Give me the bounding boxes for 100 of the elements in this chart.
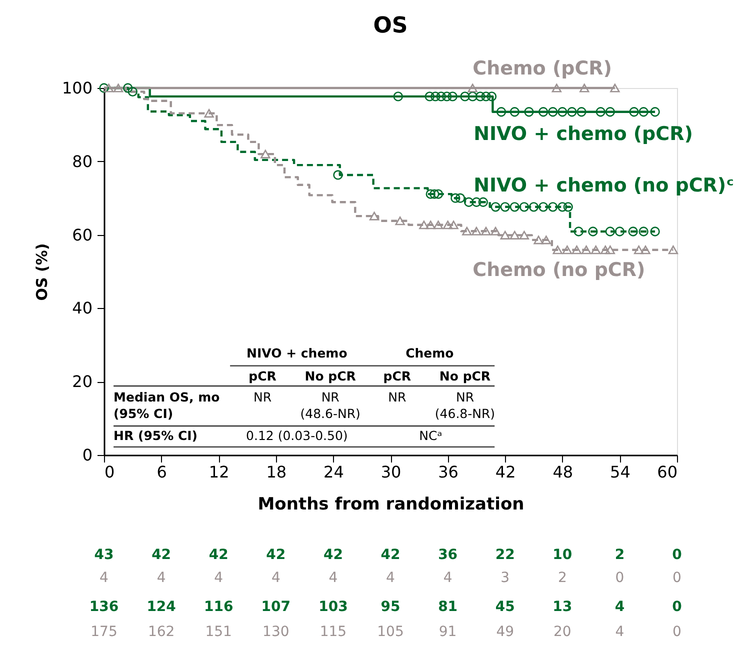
y-tick-label: 20 [72, 372, 92, 392]
text: 175 162 151 130 115 105 91 49 20 4 0 [90, 624, 682, 640]
point [426, 220, 436, 230]
point [448, 92, 458, 102]
point [123, 83, 133, 93]
point [600, 246, 610, 254]
annotation: No pCR [439, 368, 491, 384]
point [562, 246, 572, 254]
point [588, 226, 598, 236]
point [538, 202, 548, 212]
point [574, 226, 584, 236]
point [638, 107, 648, 117]
point [668, 246, 678, 254]
point [128, 86, 138, 96]
y-tick-label: 100 [62, 78, 92, 98]
annotation: Chemo [406, 346, 454, 361]
x-tick-label: 36 [438, 462, 458, 482]
series-label: NIVO + chemo (no pCR)ᶜ [474, 174, 734, 196]
series-label: Chemo (no pCR) [472, 259, 646, 282]
point [430, 189, 440, 199]
y-tick-label: 40 [72, 298, 92, 318]
x-tick-label: 60 [657, 462, 678, 482]
x-tick-label: 42 [495, 462, 516, 482]
annotation: (95% CI) [114, 406, 174, 421]
x-tick-label: 54 [610, 462, 630, 482]
point [510, 230, 520, 240]
point [472, 226, 482, 236]
annotation: (48.6-NR) [300, 406, 360, 421]
point [462, 226, 472, 236]
x-tick-label: 24 [324, 462, 344, 482]
point [628, 226, 638, 236]
x-axis-title: Months from randomization [258, 494, 524, 514]
point [638, 226, 648, 236]
point [113, 84, 124, 92]
x-tick-label: 12 [208, 462, 230, 482]
annotation: HR (95% CI) [114, 428, 198, 443]
point [468, 92, 478, 102]
annotation: NIVO + chemo [246, 346, 348, 361]
annotation: NR [321, 390, 340, 405]
text: 136 124 116 107 103 95 81 45 13 4 0 [89, 598, 682, 615]
point [650, 226, 660, 236]
y-tick-label: 0 [82, 446, 92, 464]
point [519, 230, 530, 240]
point [528, 202, 539, 212]
point [481, 92, 491, 102]
point [478, 197, 488, 207]
annotation: NR [456, 390, 474, 405]
point [204, 109, 214, 118]
point [490, 202, 500, 212]
point [629, 107, 639, 117]
point [541, 236, 551, 244]
point [596, 107, 606, 117]
point [333, 170, 343, 180]
x-tick-label: 0 [104, 462, 115, 482]
point [510, 107, 520, 117]
point [534, 236, 544, 244]
point [395, 216, 405, 226]
point [605, 246, 615, 254]
point [436, 92, 446, 102]
point [558, 107, 568, 117]
annotation: NR [254, 390, 272, 405]
point [393, 92, 403, 102]
series-label: NIVO + chemo (pCR) [474, 122, 693, 145]
point [519, 202, 530, 212]
point [500, 202, 510, 212]
point [524, 107, 534, 117]
point [590, 246, 601, 254]
series-label: Chemo (pCR) [472, 58, 612, 80]
point [481, 226, 491, 236]
point [640, 246, 650, 254]
point [430, 92, 440, 102]
point [468, 84, 478, 92]
annotation: (46.8-NR) [434, 406, 496, 421]
point [433, 189, 444, 199]
text: 4 4 4 4 4 4 4 3 2 0 0 [100, 570, 682, 586]
annotation: No pCR [304, 368, 356, 384]
annotation: Median OS, mo [114, 390, 220, 405]
chart-title: OS [373, 14, 408, 39]
point [260, 150, 270, 158]
point [426, 189, 436, 199]
x-tick-label: 30 [380, 462, 402, 482]
point [650, 107, 660, 117]
point [464, 197, 474, 207]
point [486, 92, 497, 102]
point [548, 202, 558, 212]
point [419, 220, 429, 230]
point [450, 193, 460, 203]
point [510, 202, 520, 212]
point [496, 107, 506, 117]
point [442, 92, 452, 102]
x-tick-label: 48 [552, 462, 574, 482]
annotation: NCᵃ [419, 428, 442, 443]
point [369, 212, 380, 220]
point [104, 84, 114, 92]
point [552, 84, 562, 92]
point [538, 107, 548, 117]
point [424, 92, 434, 102]
point [605, 226, 615, 236]
point [580, 84, 590, 92]
point [567, 107, 577, 117]
